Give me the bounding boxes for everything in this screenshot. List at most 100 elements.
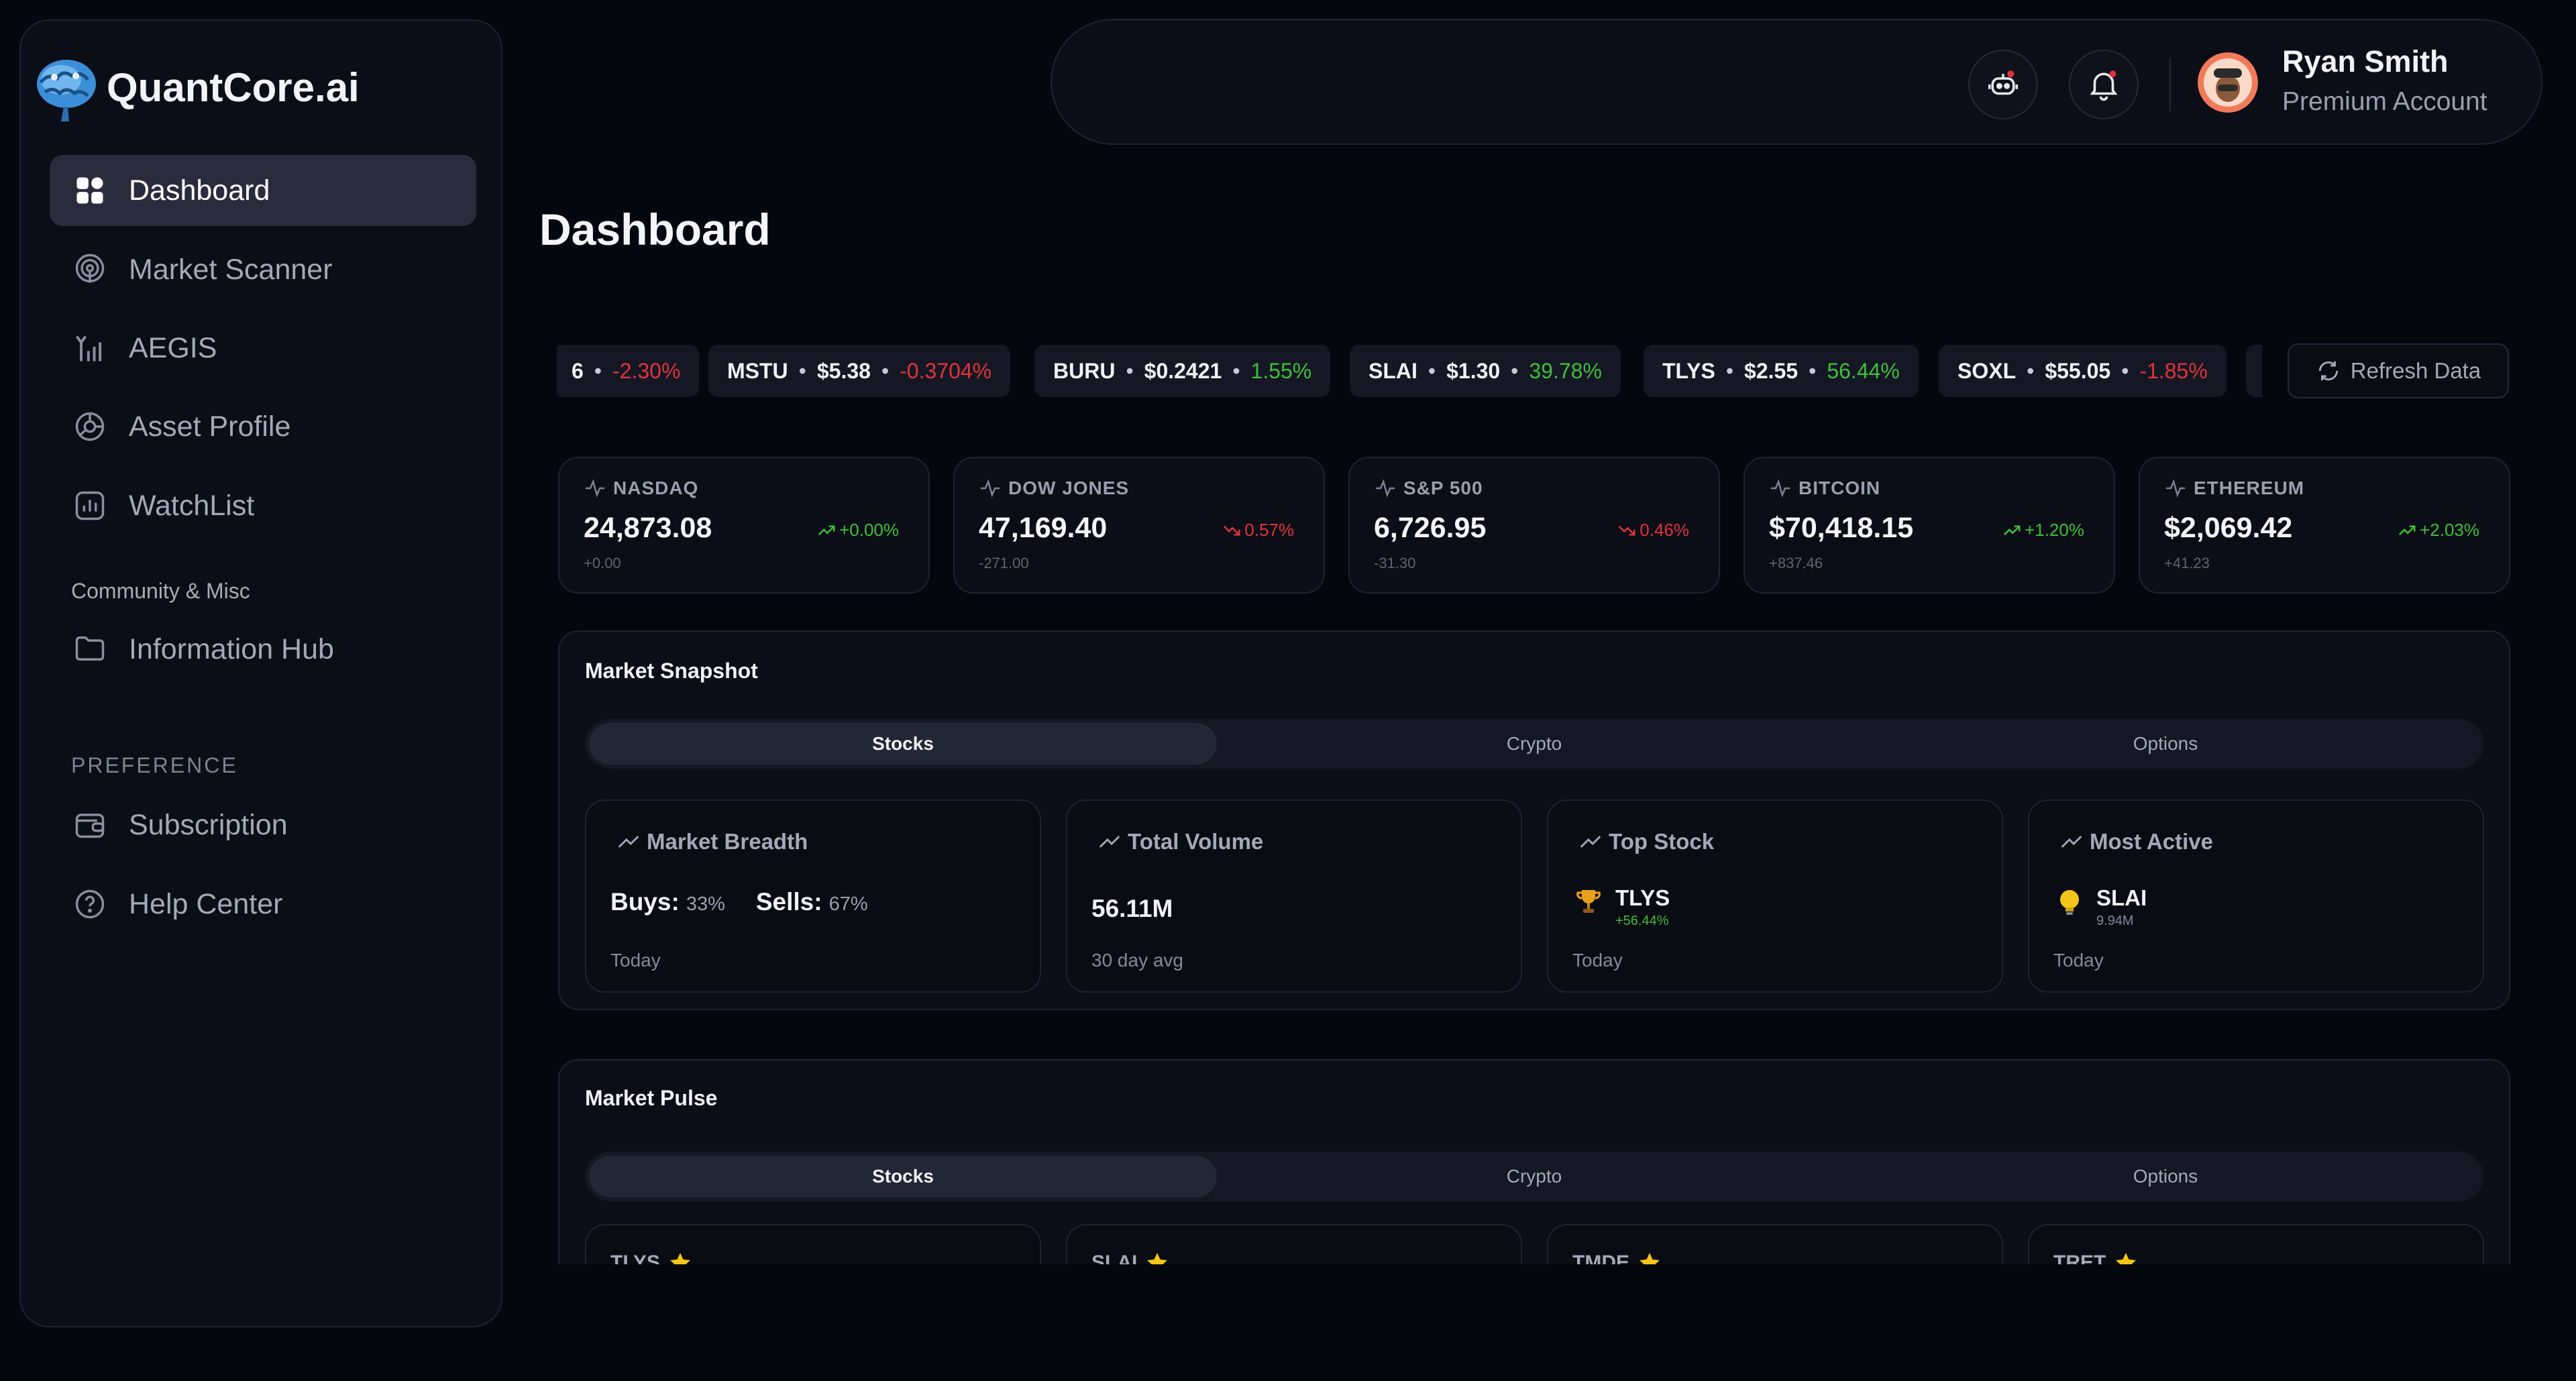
pulse-card[interactable]: TLYS	[585, 1224, 1041, 1264]
sidebar-item-label: Asset Profile	[129, 410, 291, 443]
top-stock-symbol: TLYS	[1615, 885, 1670, 910]
card-title: Total Volume	[1097, 829, 1263, 854]
pulse-card-label: TRET	[2053, 1251, 2138, 1264]
ticker-change: -1.85%	[2139, 358, 2208, 383]
section-preference-label: PREFERENCE	[71, 753, 238, 777]
index-name-text: BITCOIN	[1799, 478, 1881, 498]
card-footer: Today	[1572, 950, 1623, 971]
card-footer: Today	[2053, 950, 2104, 971]
index-delta: +837.46	[1769, 555, 1823, 571]
ai-assistant-button[interactable]	[1968, 50, 2038, 119]
ticker-chip[interactable]: TLYS • $2.55 • 56.44%	[1644, 345, 1919, 397]
ticker-change: 39.78%	[1529, 358, 1602, 383]
index-value: $70,418.15	[1769, 512, 1914, 544]
index-card-bitcoin[interactable]: BITCOIN $70,418.15 +837.46 +1.20%	[1743, 457, 2115, 594]
index-name: DOW JONES	[979, 477, 1129, 500]
ticker-separator: •	[1725, 358, 1734, 383]
brand-name: QuantCore.ai	[107, 64, 360, 110]
sidebar-item-label: AEGIS	[129, 331, 217, 364]
tab-crypto[interactable]: Crypto	[1506, 1166, 1562, 1186]
ticker-chip[interactable]: SLAI • $1.30 • 39.78%	[1350, 345, 1621, 397]
pulse-symbol: TRET	[2053, 1252, 2106, 1264]
star-icon	[1640, 1253, 1660, 1264]
avatar[interactable]	[2198, 52, 2258, 113]
star-icon	[669, 1253, 690, 1264]
index-name: NASDAQ	[584, 477, 698, 500]
pulse-card[interactable]: SLAI	[1066, 1224, 1522, 1264]
page-title: Dashboard	[539, 205, 771, 254]
pulse-card-label: TMDE	[1572, 1251, 1662, 1264]
volume-value: 56.11M	[1091, 895, 1173, 922]
ticker-chip[interactable]: BURU • $0.2421 • 1.55%	[1034, 345, 1331, 397]
index-value: 6,726.95	[1374, 512, 1487, 544]
index-change: +1.20%	[2002, 520, 2084, 541]
tab-stocks[interactable]: Stocks	[589, 723, 1217, 765]
top-stock-card[interactable]: Top Stock TLYS +56.44% Today	[1547, 799, 2003, 993]
tab-stocks[interactable]: Stocks	[589, 1156, 1217, 1197]
user-name[interactable]: Ryan Smith	[2282, 44, 2449, 78]
pulse-icon	[980, 479, 1000, 498]
card-footer: 30 day avg	[1091, 950, 1183, 971]
ticker-strip: 6 • -2.30% MSTU • $5.38 • -0.3704% BURU …	[557, 343, 2262, 400]
index-change: +2.03%	[2397, 520, 2479, 541]
market-breadth-card[interactable]: Market Breadth Buys: 33% Sells: 67% Toda…	[585, 799, 1041, 993]
sidebar-item-market-scanner[interactable]: Market Scanner	[50, 234, 476, 305]
ticker-separator: •	[2121, 358, 2129, 383]
index-value: $2,069.42	[2164, 512, 2293, 544]
pulse-card[interactable]: TRET	[2028, 1224, 2484, 1264]
sidebar-item-watchlist[interactable]: WatchList	[50, 470, 476, 541]
tab-crypto[interactable]: Crypto	[1506, 733, 1562, 754]
star-icon	[2116, 1253, 2137, 1264]
ticker-separator: •	[2027, 358, 2035, 383]
bell-icon	[2090, 70, 2118, 101]
sidebar-item-subscription[interactable]: Subscription	[50, 789, 476, 861]
pulse-symbol: TMDE	[1572, 1252, 1629, 1264]
total-volume-card[interactable]: Total Volume 56.11M 30 day avg	[1066, 799, 1522, 993]
pulse-card[interactable]: TMDE	[1547, 1224, 2003, 1264]
tab-options[interactable]: Options	[2133, 733, 2198, 754]
buys-label: Buys:	[610, 888, 680, 916]
brand[interactable]: QuantCore.ai	[28, 50, 360, 124]
index-delta: +41.23	[2164, 555, 2210, 571]
index-name-text: S&P 500	[1403, 478, 1483, 498]
sidebar-item-dashboard[interactable]: Dashboard	[50, 155, 476, 226]
card-title-text: Top Stock	[1609, 829, 1715, 854]
pulse-symbol: TLYS	[610, 1252, 660, 1264]
market-pulse-panel: Market Pulse Stocks Crypto Options TLYS …	[558, 1059, 2510, 1264]
index-card-ethereum[interactable]: ETHEREUM $2,069.42 +41.23 +2.03%	[2139, 457, 2510, 594]
market-snapshot-panel: Market Snapshot Stocks Crypto Options Ma…	[558, 630, 2510, 1010]
lightbulb-icon	[2060, 890, 2079, 915]
trend-down-icon	[1619, 525, 1635, 535]
pulse-icon	[1375, 479, 1395, 498]
ticker-chip[interactable]: MSTU • $5.38 • -0.3704%	[708, 345, 1011, 397]
trend-up-icon	[1580, 836, 1601, 848]
ticker-separator: •	[1232, 358, 1240, 383]
ticker-separator: •	[594, 358, 602, 383]
index-card-sp500[interactable]: S&P 500 6,726.95 -31.30 0.46%	[1348, 457, 1720, 594]
ticker-chip[interactable]	[2246, 345, 2262, 397]
refresh-data-button[interactable]: Refresh Data	[2288, 343, 2509, 398]
ticker-chip[interactable]: 6 • -2.30%	[557, 345, 700, 397]
notifications-button[interactable]	[2069, 50, 2139, 119]
sidebar-item-aegis[interactable]: AEGIS	[50, 313, 476, 384]
index-card-dow-jones[interactable]: DOW JONES 47,169.40 -271.00 0.57%	[953, 457, 1325, 594]
trend-up-icon	[2003, 525, 2021, 535]
tab-options[interactable]: Options	[2133, 1166, 2198, 1186]
pulse-card-label: TLYS	[610, 1251, 692, 1264]
ticker-change: -0.3704%	[900, 358, 992, 383]
sidebar-item-information-hub[interactable]: Information Hub	[50, 614, 476, 685]
index-delta: -31.30	[1374, 555, 1416, 571]
sidebar-item-label: Dashboard	[129, 174, 270, 207]
most-active-card[interactable]: Most Active SLAI 9.94M Today	[2028, 799, 2484, 993]
index-card-nasdaq[interactable]: NASDAQ 24,873.08 +0.00 +0.00%	[558, 457, 930, 594]
ticker-price: $1.30	[1446, 358, 1501, 383]
ticker-symbol: BURU	[1053, 358, 1116, 383]
pulse-icon	[2165, 479, 2186, 498]
trend-up-icon	[2061, 836, 2082, 848]
index-name-text: ETHEREUM	[2194, 478, 2305, 498]
sidebar-item-help-center[interactable]: Help Center	[50, 869, 476, 940]
sidebar-item-asset-profile[interactable]: Asset Profile	[50, 391, 476, 462]
index-change: 0.57%	[1222, 520, 1294, 541]
ticker-chip[interactable]: SOXL • $55.05 • -1.85%	[1939, 345, 2226, 397]
trend-up-icon	[618, 836, 639, 848]
